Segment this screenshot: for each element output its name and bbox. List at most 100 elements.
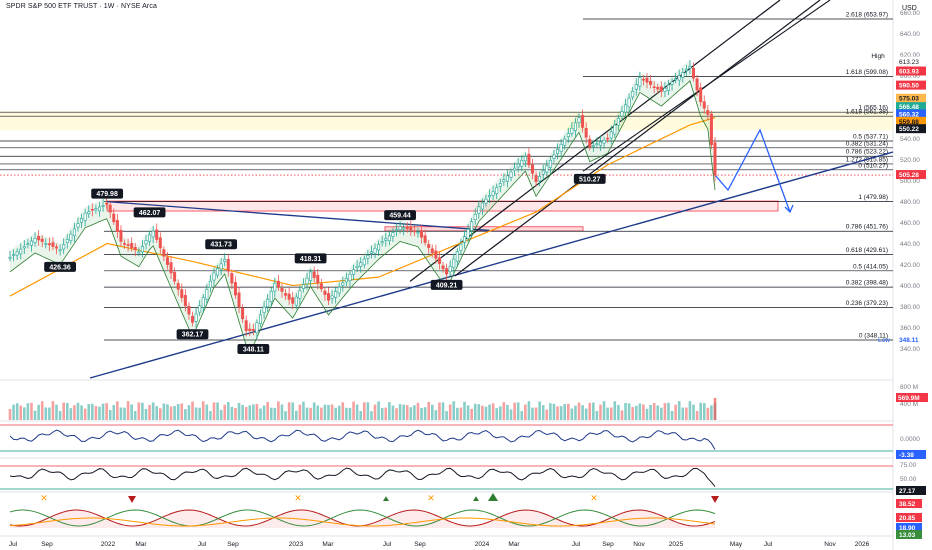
rsi-badge (896, 486, 926, 495)
candle-body (101, 205, 105, 207)
volume-bar (141, 402, 144, 420)
volume-bar (294, 410, 298, 420)
volume-bar (73, 405, 76, 420)
volume-bar (574, 405, 577, 420)
volume-bar (262, 405, 266, 420)
volume-bar (456, 407, 459, 420)
volume-bar (15, 403, 19, 420)
volume-bar (209, 411, 212, 420)
volume-bar (65, 402, 69, 420)
time-axis-tick: May (730, 541, 743, 548)
candle-body (498, 183, 502, 187)
dmi-badge-text: 13.03 (899, 532, 916, 539)
candle-body (312, 271, 316, 278)
time-axis-tick: 2026 (855, 541, 870, 548)
swing-price-text: 409.21 (436, 282, 458, 289)
swing-price-tag (430, 279, 463, 290)
time-axis-tick: Mar (322, 541, 334, 548)
volume-bar (305, 407, 309, 420)
candle-body (37, 236, 41, 241)
volume-bar (702, 403, 706, 420)
candle-body (33, 238, 37, 243)
volume-bar (234, 408, 237, 420)
volume-bar (151, 402, 155, 420)
volume-bar (649, 404, 652, 420)
cross-marker: ✕ (590, 494, 598, 504)
candle-body (87, 211, 91, 215)
volume-bar (466, 405, 470, 420)
volume-bar (405, 405, 409, 420)
oscillator-badge-text: -3.38 (899, 452, 914, 459)
price-axis-tick: 660.00 (900, 10, 920, 17)
candle-body (348, 273, 352, 282)
candle-body (40, 238, 44, 242)
candle-body (677, 75, 681, 81)
volume-bar (552, 403, 556, 420)
candle-body (198, 305, 202, 313)
candle-body (359, 262, 363, 267)
candle-body (538, 176, 542, 182)
candle-body (394, 229, 398, 232)
candle-body (420, 230, 424, 238)
candle-body (520, 160, 524, 167)
volume-bar (541, 405, 545, 420)
buy-marker (383, 496, 389, 501)
candle-body (645, 77, 649, 83)
volume-bar (470, 408, 473, 420)
volume-bar (502, 402, 506, 420)
fib-level-label: 1 (565.16) (858, 105, 888, 112)
swing-price-tag (91, 188, 124, 199)
candle-body (670, 81, 674, 85)
candle-body (337, 286, 341, 294)
candle-body (97, 206, 101, 212)
candle-body (480, 202, 484, 210)
candle-body (369, 251, 373, 254)
candle-body (695, 78, 699, 91)
volume-bar (423, 407, 427, 420)
candle-body (391, 232, 395, 237)
volume-bar (566, 403, 570, 420)
adx-line (9, 517, 716, 527)
candle-body (19, 248, 23, 255)
candle-body (205, 289, 209, 300)
volume-bar (481, 405, 484, 420)
volume-bar (345, 407, 348, 420)
candle-body (72, 228, 76, 237)
candle-body (699, 87, 703, 103)
volume-bar (445, 411, 448, 420)
candle-body (341, 282, 345, 286)
volume-bar (395, 408, 398, 420)
volume-bar (602, 401, 606, 420)
candle-body (384, 238, 388, 241)
candle-body (598, 141, 602, 146)
candle-body (624, 104, 628, 113)
candle-body (126, 244, 130, 246)
volume-bar (688, 401, 692, 420)
volume-bar (434, 410, 438, 420)
volume-bar (302, 401, 305, 420)
volume-bar (37, 404, 40, 420)
candle-body (55, 246, 59, 249)
price-axis-tick: 480.00 (900, 199, 920, 206)
volume-bar (652, 403, 656, 420)
volume-bar (667, 402, 670, 420)
volume-bar (284, 411, 287, 420)
volume-bar (699, 402, 702, 420)
candle-body (606, 137, 610, 140)
candle-body (119, 229, 123, 242)
volume-bar (155, 406, 159, 420)
candle-body (51, 242, 55, 247)
candle-body (584, 127, 588, 138)
time-axis-tick: Sep (602, 541, 614, 548)
candle-body (255, 322, 259, 333)
axis-badge-text: 590.50 (899, 83, 919, 90)
volume-bar (359, 411, 363, 420)
candle-body (559, 143, 563, 152)
volume-bar (520, 411, 524, 420)
descending-trendline (107, 200, 490, 232)
volume-bar (273, 407, 277, 420)
candle-body (298, 290, 302, 299)
volume-bar (198, 407, 201, 420)
volume-bar (484, 406, 488, 420)
